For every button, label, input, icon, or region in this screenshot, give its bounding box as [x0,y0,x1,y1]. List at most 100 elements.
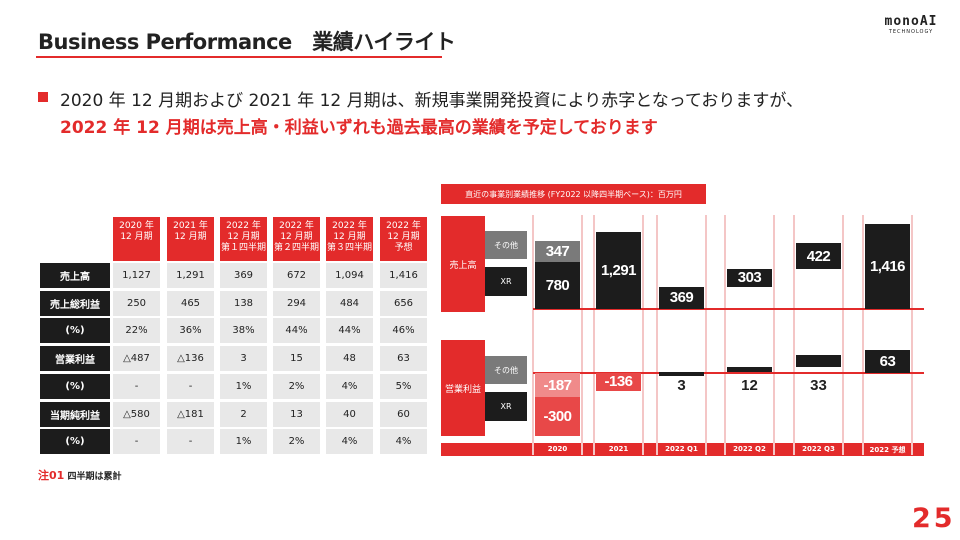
column-header-line: 12 月期 [120,232,153,242]
table-cell: 369 [220,263,267,288]
row-label: (%) [40,373,110,399]
op-bar [659,371,704,376]
x-tick-label: 2022 Q2 [733,445,766,453]
table-cell: 36% [167,318,214,344]
column-header-line: 12 月期 [333,232,366,242]
table-cell: 465 [167,290,214,316]
table-cell: 138 [220,290,267,316]
grid-line [656,215,658,455]
table-cell: 46% [380,318,427,344]
column-header-line: 2020 年 [119,221,154,231]
lead-text-line1: 2020 年 12 月期および 2021 年 12 月期は、新規事業開発投資によ… [60,91,804,111]
grid-line [532,215,534,455]
legend-other-sales: その他 [485,231,527,259]
op-baseline [533,372,924,374]
column-header-line: 12 月期 [227,232,260,242]
column-header: 2022 年 12 月期 第３四半期 [326,217,373,261]
sales-baseline [533,308,924,310]
column-header: 2021 年 12 月期 [167,217,214,261]
table-cell: 672 [273,263,320,288]
table-cell: 1,291 [167,263,214,288]
table-cell: 4% [326,373,373,399]
segment-label-op: 営業利益 [441,340,485,436]
table-cell: 1% [220,373,267,399]
table-cell: 2% [273,373,320,399]
column-header-line: 第３四半期 [326,243,372,253]
chart-title: 直近の事業別業績推移 (FY2022 以降四半期ベース)：百万円 [441,184,706,204]
table-cell: - [167,373,214,399]
column-header-line: 2022 年 [226,221,261,231]
row-label: 営業利益 [40,346,110,372]
table-cell: 22% [113,318,160,344]
logo-sub: TECHNOLOGY [888,29,934,35]
op-bar: 63 [865,349,910,373]
column-header: 2022 年 12 月期 予想 [380,217,427,261]
table-cell: 15 [273,346,320,372]
row-label: (%) [40,429,110,455]
table-cell: 13 [273,401,320,427]
column-header-line: 予想 [394,243,413,253]
bullet-square-icon [38,92,48,102]
row-label: 売上高 [40,263,110,288]
table-cell: 1,094 [326,263,373,288]
sales-bar: 780 [535,262,580,309]
table-cell: 1,416 [380,263,427,288]
table-cell: 2 [220,401,267,427]
op-bar-negative: -136 [596,373,641,391]
sales-bar: 369 [659,286,704,309]
table-cell: 4% [326,429,373,455]
table-cell: 38% [220,318,267,344]
grid-line [793,215,795,455]
lead-text-line2: 2022 年 12 月期は売上高・利益いずれも過去最高の業績を予定しております [60,118,658,138]
grid-line [862,215,864,455]
segment-label-sales: 売上高 [441,216,485,312]
table-cell: 63 [380,346,427,372]
column-header: 2020 年 12 月期 [113,217,160,261]
table-cell: △487 [113,346,160,372]
page-title: Business Performance 業績ハイライト [38,30,456,54]
x-tick-label: 2022 予想 [869,446,906,454]
table-cell: 3 [220,346,267,372]
op-bar-negative: -300 [535,397,580,437]
table-cell: 1% [220,429,267,455]
grid-line [724,215,726,455]
column-header-line: 2022 年 [386,221,421,231]
table-cell: - [113,373,160,399]
column-header-line: 12 月期 [280,232,313,242]
table-cell: △136 [167,346,214,372]
grid-line [911,215,913,455]
legend-other-op: その他 [485,356,527,384]
table-cell: △181 [167,401,214,427]
table-cell: 294 [273,290,320,316]
sales-bar: 1,416 [865,224,910,309]
table-cell: 60 [380,401,427,427]
table-cell: 48 [326,346,373,372]
x-tick-label: 2020 [547,445,568,453]
column-header: 2022 年 12 月期 第２四半期 [273,217,320,261]
op-bar-label: 33 [810,377,827,394]
column-header-line: 2022 年 [279,221,314,231]
sales-bar: 422 [796,243,841,269]
grid-line [773,215,775,455]
grid-line [642,215,644,455]
column-header-line: 2022 年 [332,221,367,231]
grid-line [705,215,707,455]
sales-bar: 1,291 [596,231,641,309]
op-bar-label: 12 [741,377,758,394]
table-cell: 2% [273,429,320,455]
sales-bar: 347 [535,241,580,263]
table-cell: 656 [380,290,427,316]
x-tick-label: 2021 [608,445,629,453]
op-bar [796,355,841,368]
legend-xr-op: XR [485,392,527,421]
table-cell: 4% [380,429,427,455]
table-cell: 5% [380,373,427,399]
x-tick-label: 2022 Q3 [802,445,835,453]
table-cell: - [113,429,160,455]
op-bar [727,367,772,372]
table-cell: 44% [326,318,373,344]
column-header-line: 第２四半期 [273,243,319,253]
row-label: (%) [40,318,110,344]
table-cell: - [167,429,214,455]
company-logo: monoAI TECHNOLOGY [876,14,946,35]
